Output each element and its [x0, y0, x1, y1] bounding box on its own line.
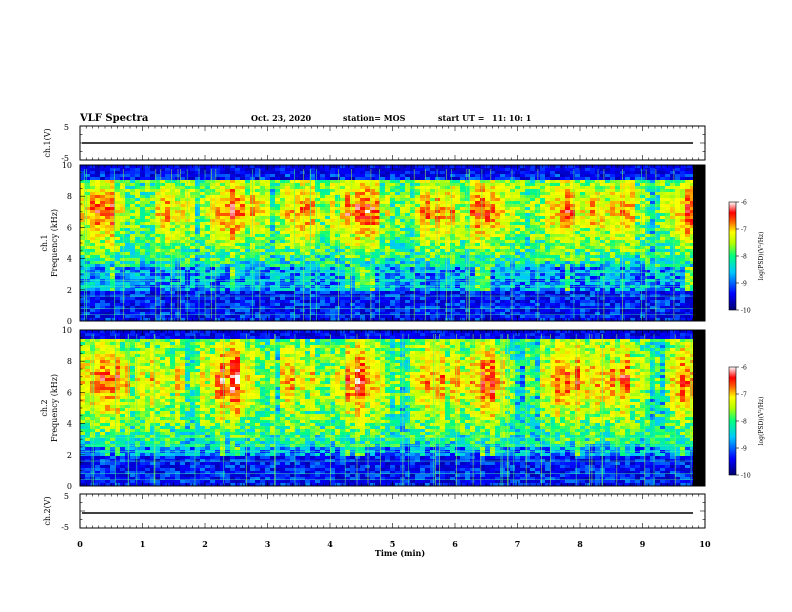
colorbar-tick-label: -10: [741, 308, 751, 315]
start-ut-label: start UT =: [438, 113, 485, 123]
x-tick-label: 5: [390, 539, 396, 549]
x-tick-label: 7: [515, 539, 521, 549]
y-tick-label: 5: [64, 123, 69, 132]
date-label: Oct. 23, 2020: [251, 113, 312, 123]
colorbar-tick-label: -10: [741, 473, 751, 480]
y-tick-label: 0: [67, 317, 72, 326]
colorbar-tick-label: -6: [741, 365, 747, 372]
y-tick-label: 4: [67, 255, 72, 264]
chart-title: VLF Spectra: [80, 113, 149, 124]
y-axis-label: Frequency (kHz): [50, 209, 59, 277]
y-tick-label: 0: [67, 482, 72, 491]
y-tick-label: 6: [67, 388, 72, 397]
y-tick-label: 5: [64, 492, 69, 501]
x-tick-label: 3: [265, 539, 271, 549]
station-label: station= MOS: [343, 113, 406, 123]
y-axis-label: Frequency (kHz): [50, 374, 59, 442]
y-tick-label: 10: [62, 161, 72, 170]
y-tick-label: 2: [67, 286, 72, 295]
spectrogram-ch1: [80, 165, 706, 322]
y-tick-label: -5: [61, 523, 69, 532]
panel-ch1-spectrogram: 0 2 4 6 8 10 ch.1 Frequency (kHz): [40, 161, 706, 326]
x-tick-label: 4: [327, 539, 333, 549]
y-tick-label: 4: [67, 420, 72, 429]
y-tick-label: 8: [67, 357, 72, 366]
y-tick-label: 8: [67, 192, 72, 201]
y-tick-label: -5: [61, 154, 69, 163]
colorbar-label: log(PSD)(V²/Hz): [758, 232, 765, 281]
colorbar-tick-label: -8: [741, 254, 747, 261]
colorbar-ch2: -6 -7 -8 -9 -10 log(PSD)(V²/Hz): [728, 365, 765, 480]
panel-ch2-spectrogram: 0 2 4 6 8 10 ch.2 Frequency (kHz): [40, 326, 706, 491]
spectrogram-ch2: [80, 330, 706, 487]
colorbar-ch1: -6 -7 -8 -9 -10 log(PSD)(V²/Hz): [728, 200, 765, 315]
panel-ch1-voltage: 5 -5 ch.1(V): [43, 123, 706, 163]
x-tick-label: 2: [202, 539, 208, 549]
colorbar-tick-label: -9: [741, 281, 747, 288]
x-tick-label: 9: [640, 539, 646, 549]
colorbar-tick-label: -7: [741, 227, 747, 234]
x-tick-label: 1: [140, 539, 146, 549]
colorbar-tick-label: -8: [741, 419, 747, 426]
panel-ch2-voltage: 5 -5 ch.2(V): [43, 492, 706, 532]
x-axis-label: Time (min): [375, 548, 425, 558]
y-tick-label: 6: [67, 223, 72, 232]
start-ut-value: 11: 10: 1: [492, 113, 532, 123]
colorbar-tick-label: -6: [741, 200, 747, 207]
colorbar-tick-label: -9: [741, 446, 747, 453]
x-tick-label: 10: [699, 539, 711, 549]
x-tick-label: 8: [577, 539, 583, 549]
colorbar-tick-label: -7: [741, 392, 747, 399]
y-axis-label: ch.2(V): [43, 496, 52, 525]
x-tick-label: 0: [77, 539, 83, 549]
colorbar-label: log(PSD)(V²/Hz): [758, 397, 765, 446]
y-tick-label: 2: [67, 451, 72, 460]
panel-frame: [79, 493, 706, 529]
x-tick-label: 6: [452, 539, 458, 549]
y-axis-label: ch.1(V): [43, 128, 52, 157]
channel-label: ch.1: [40, 234, 49, 251]
y-tick-label: 10: [62, 326, 72, 335]
channel-label: ch.2: [40, 399, 49, 416]
